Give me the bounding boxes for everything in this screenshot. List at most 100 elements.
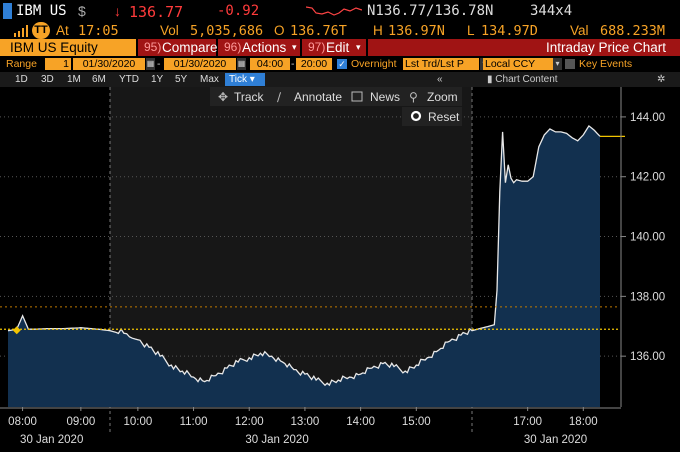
zoom-label: Zoom (427, 90, 458, 104)
y-tick-label: 142.00 (630, 172, 665, 184)
quote-bar: IBM US $ ↓ 136.77 -0.92 N136.77/136.78N … (0, 0, 680, 22)
collapse-icon[interactable]: « (437, 74, 443, 85)
period-ytd[interactable]: YTD (119, 74, 139, 85)
currency-select[interactable]: Local CCY (483, 58, 553, 70)
stats-bar: TT At 17:05 Vol 5,035,686 O 136.76T H 13… (0, 22, 680, 39)
event-marker-icon[interactable] (12, 326, 21, 335)
track-button[interactable]: ✥ Track (218, 90, 265, 104)
volume: 5,035,686 (190, 23, 264, 39)
news-label: News (370, 90, 400, 104)
x-axis-ticks: 08:00 09:00 10:00 11:00 12:00 13:00 14:00 15:00… (8, 407, 598, 428)
key-events-checkbox[interactable] (565, 59, 575, 69)
price-line (7, 124, 601, 387)
signal-bars-icon (14, 25, 28, 37)
edit-number: 97) (308, 40, 326, 54)
ticker[interactable]: IBM US (16, 3, 67, 19)
end-date-input[interactable]: 01/30/2020 (164, 58, 236, 70)
bid-ask: N136.77/136.78N (367, 3, 494, 19)
annotate-label: Annotate (294, 90, 342, 104)
x-tick-label: 14:00 (346, 416, 375, 428)
price-area (8, 125, 600, 408)
period-1d[interactable]: 1D (15, 74, 28, 85)
y-tick-label: 144.00 (630, 112, 665, 124)
high-price: 136.97N (388, 23, 445, 39)
chart-tools-panel: ✥ Track ∕ Annotate News ⚲ Zoom Reset (210, 87, 462, 126)
x-tick-label: 15:00 (402, 416, 431, 428)
calendar-icon[interactable]: ▦ (146, 58, 155, 70)
intraday-price-chart[interactable]: 136.00 138.00 140.00 142.00 144.00 08:00 09:0… (0, 87, 680, 452)
x-tick-label: 18:00 (569, 416, 598, 428)
x-date-label: 30 Jan 2020 (20, 434, 83, 446)
compare-number: 95) (144, 40, 162, 54)
news-icon (351, 91, 363, 102)
edit-label: Edit (326, 40, 350, 55)
period-5y[interactable]: 5Y (175, 74, 188, 85)
x-tick-label: 17:00 (513, 416, 542, 428)
caret-down-icon: ▾ (356, 42, 361, 52)
zoom-button[interactable]: ⚲ Zoom (409, 90, 458, 104)
price-field-select[interactable]: Lst Trd/Lst P (403, 58, 479, 70)
function-toolbar: IBM US Equity 95) Compare 96) Actions ▾ … (0, 39, 680, 56)
end-time-input[interactable]: 20:00 (296, 58, 332, 70)
reset-button[interactable]: Reset (402, 107, 462, 126)
chart-content-label: Chart Content (495, 74, 558, 85)
range-settings: Range 1 01/30/2020 ▦ - 01/30/2020 ▦ 04:0… (0, 57, 680, 71)
traded-value: 688.233M (600, 23, 666, 39)
period-1y[interactable]: 1Y (151, 74, 164, 85)
x-tick-label: 13:00 (291, 416, 320, 428)
period-1m[interactable]: 1M (67, 74, 81, 85)
crosshair-icon: ✥ (218, 90, 228, 104)
period-bar: 1D 3D 1M 6M YTD 1Y 5Y Max Tick ▾ « ▮ Cha… (0, 72, 680, 87)
last-price: 136.77 (129, 3, 184, 21)
key-events-label: Key Events (579, 58, 633, 70)
reset-icon (410, 110, 422, 122)
overnight-checkbox[interactable]: ✓ (337, 59, 347, 69)
x-tick-label: 08:00 (8, 416, 37, 428)
start-time-input[interactable]: 04:00 (250, 58, 290, 70)
compare-label: Compare (162, 40, 218, 55)
compare-button[interactable]: 95) Compare (138, 39, 218, 56)
actions-label: Actions (242, 40, 287, 55)
pencil-icon: ∕ (277, 90, 282, 104)
y-axis-ticks: 136.00 138.00 140.00 142.00 144.00 (621, 112, 665, 363)
y-tick-label: 138.00 (630, 291, 665, 303)
range-label: Range (6, 58, 37, 70)
track-label: Track (234, 90, 265, 104)
regular-session-background (110, 87, 472, 407)
low-label: L (467, 23, 475, 38)
volume-label: Vol (160, 23, 179, 38)
news-button[interactable]: News (351, 90, 400, 104)
chart-content-button[interactable]: ▮ Chart Content (487, 74, 558, 85)
x-date-label: 30 Jan 2020 (245, 434, 308, 446)
gear-icon[interactable]: ✲ (657, 74, 666, 85)
period-3d[interactable]: 3D (41, 74, 54, 85)
x-tick-label: 10:00 (123, 416, 152, 428)
news-alert-icon[interactable]: TT (32, 22, 50, 39)
edit-button[interactable]: 97) Edit ▾ (302, 39, 366, 56)
range-input[interactable]: 1 (45, 58, 71, 70)
page-title: Intraday Price Chart (368, 39, 680, 56)
start-date-input[interactable]: 01/30/2020 (73, 58, 145, 70)
price-change: -0.92 (217, 3, 260, 19)
at-label: At (56, 23, 69, 38)
dropdown-icon[interactable]: ▾ (553, 58, 562, 70)
bid-ask-size: 344x4 (530, 3, 573, 19)
x-tick-label: 12:00 (235, 416, 264, 428)
period-tick-label: Tick (229, 74, 247, 85)
period-tick-active[interactable]: Tick ▾ (225, 73, 265, 86)
security-field[interactable]: IBM US Equity (0, 39, 136, 56)
annotate-button[interactable]: ∕ Annotate (277, 90, 342, 104)
period-max[interactable]: Max (200, 74, 219, 85)
actions-button[interactable]: 96) Actions ▾ (218, 39, 300, 56)
x-tick-label: 11:00 (180, 416, 208, 428)
y-tick-label: 140.00 (630, 232, 665, 244)
currency-symbol: $ (78, 3, 86, 19)
reset-label: Reset (428, 110, 460, 124)
calendar-icon[interactable]: ▦ (237, 58, 246, 70)
period-6m[interactable]: 6M (92, 74, 106, 85)
y-tick-label: 136.00 (630, 351, 665, 363)
security-marker-icon (3, 3, 12, 19)
down-arrow-icon: ↓ (114, 3, 121, 19)
open-label: O (274, 23, 285, 38)
actions-number: 96) (224, 40, 242, 54)
